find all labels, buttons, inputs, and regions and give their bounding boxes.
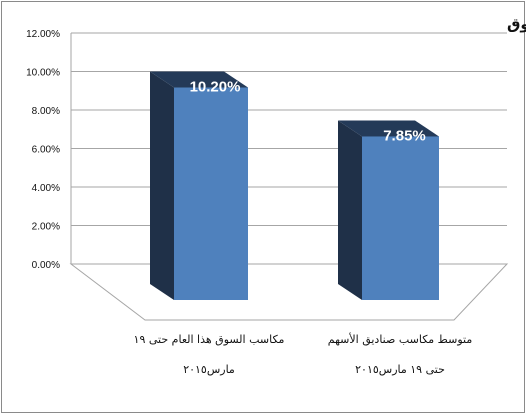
y-tick-label: 4.00% — [32, 183, 60, 194]
bar — [174, 87, 248, 300]
chart-title: مكاسب صناديق الأسهم المحلية السعودية مقا… — [507, 15, 526, 33]
bar-top — [338, 120, 439, 137]
x-category-label: مارس٢٠١٥ — [183, 363, 235, 376]
data-label: 7.85% — [383, 127, 426, 144]
y-tick-label: 8.00% — [32, 106, 60, 117]
bar-side — [150, 71, 174, 300]
y-tick-label: 12.00% — [26, 29, 60, 40]
data-label: 10.20% — [190, 79, 241, 96]
x-category-label: حتى ١٩ مارس٢٠١٥ — [355, 363, 445, 376]
y-tick-label: 2.00% — [32, 222, 60, 233]
chart-floor — [69, 263, 509, 321]
x-category-label: مكاسب السوق هذا العام حتى ١٩ — [134, 333, 285, 346]
bar-side — [338, 120, 362, 300]
bar-top — [150, 71, 248, 88]
y-tick-label: 6.00% — [32, 145, 60, 156]
y-tick-label: 0.00% — [32, 260, 60, 271]
bar — [362, 136, 439, 300]
y-tick-label: 10.00% — [26, 68, 60, 79]
x-category-label: متوسط مكاسب صناديق الأسهم — [328, 332, 473, 347]
